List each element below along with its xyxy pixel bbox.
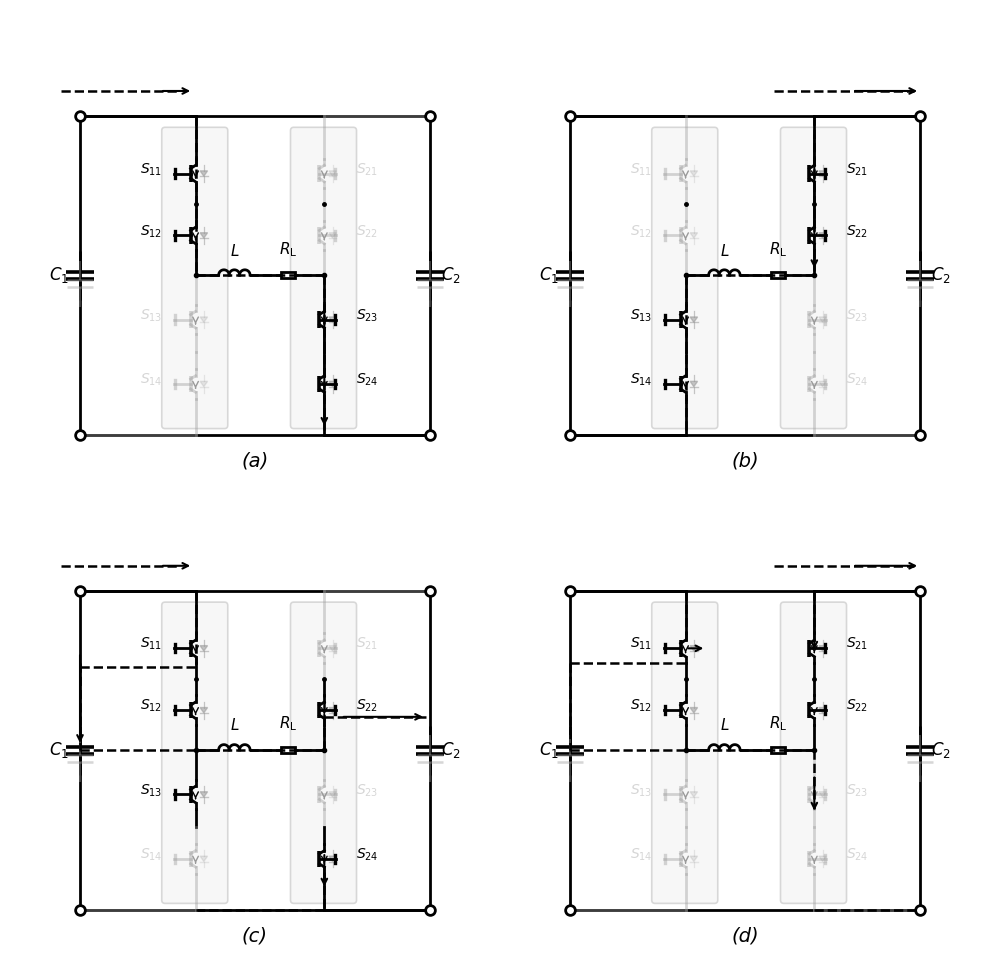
Text: (d): (d) xyxy=(731,926,759,946)
FancyBboxPatch shape xyxy=(780,602,847,903)
Text: $C_2$: $C_2$ xyxy=(931,266,951,286)
FancyBboxPatch shape xyxy=(652,602,718,903)
Text: $S_{11}$: $S_{11}$ xyxy=(630,636,652,652)
Text: $C_2$: $C_2$ xyxy=(931,740,951,761)
Polygon shape xyxy=(329,382,336,387)
Text: $C_1$: $C_1$ xyxy=(539,740,559,761)
Text: $S_{23}$: $S_{23}$ xyxy=(356,307,378,324)
Polygon shape xyxy=(200,792,208,797)
Text: $C_1$: $C_1$ xyxy=(539,266,559,286)
Text: $S_{24}$: $S_{24}$ xyxy=(356,372,379,388)
FancyBboxPatch shape xyxy=(780,127,847,428)
Bar xyxy=(771,272,785,278)
Text: $S_{14}$: $S_{14}$ xyxy=(140,372,162,388)
Text: $R_\mathrm{L}$: $R_\mathrm{L}$ xyxy=(769,715,787,734)
Text: $C_2$: $C_2$ xyxy=(441,740,461,761)
Text: $L$: $L$ xyxy=(230,242,239,259)
Text: $S_{21}$: $S_{21}$ xyxy=(356,636,378,652)
Text: $C_2$: $C_2$ xyxy=(441,266,461,286)
Polygon shape xyxy=(200,857,208,861)
Polygon shape xyxy=(329,171,336,176)
Text: $S_{22}$: $S_{22}$ xyxy=(356,223,378,239)
Bar xyxy=(281,747,295,753)
Polygon shape xyxy=(819,857,826,861)
Polygon shape xyxy=(329,707,336,713)
Polygon shape xyxy=(329,317,336,323)
FancyBboxPatch shape xyxy=(290,602,357,903)
Text: $S_{21}$: $S_{21}$ xyxy=(846,636,868,652)
Polygon shape xyxy=(819,792,826,797)
Polygon shape xyxy=(329,233,336,238)
Text: $S_{21}$: $S_{21}$ xyxy=(846,161,868,177)
Polygon shape xyxy=(819,645,826,651)
FancyBboxPatch shape xyxy=(162,127,228,428)
Text: $S_{13}$: $S_{13}$ xyxy=(630,307,652,324)
Text: $S_{11}$: $S_{11}$ xyxy=(140,161,162,177)
Polygon shape xyxy=(819,171,826,176)
Text: $S_{12}$: $S_{12}$ xyxy=(140,223,162,239)
Text: $S_{12}$: $S_{12}$ xyxy=(140,698,162,714)
Text: $S_{13}$: $S_{13}$ xyxy=(140,307,162,324)
Text: $S_{22}$: $S_{22}$ xyxy=(356,698,378,714)
Text: $L$: $L$ xyxy=(720,242,729,259)
FancyBboxPatch shape xyxy=(162,602,228,903)
Polygon shape xyxy=(200,645,208,651)
FancyBboxPatch shape xyxy=(290,127,357,428)
Polygon shape xyxy=(200,317,208,323)
Text: $S_{13}$: $S_{13}$ xyxy=(140,782,162,798)
Text: $S_{24}$: $S_{24}$ xyxy=(846,372,869,388)
Text: $S_{11}$: $S_{11}$ xyxy=(630,161,652,177)
Text: $S_{14}$: $S_{14}$ xyxy=(630,372,652,388)
Polygon shape xyxy=(329,645,336,651)
Polygon shape xyxy=(819,382,826,387)
Text: $R_\mathrm{L}$: $R_\mathrm{L}$ xyxy=(279,240,297,259)
Text: (a): (a) xyxy=(241,452,269,471)
FancyBboxPatch shape xyxy=(652,127,718,428)
Text: $C_1$: $C_1$ xyxy=(49,266,69,286)
Text: $S_{24}$: $S_{24}$ xyxy=(846,847,869,862)
Text: $S_{23}$: $S_{23}$ xyxy=(846,782,868,798)
Text: $C_1$: $C_1$ xyxy=(49,740,69,761)
Text: $S_{22}$: $S_{22}$ xyxy=(846,223,868,239)
Polygon shape xyxy=(200,382,208,387)
Polygon shape xyxy=(329,857,336,861)
Polygon shape xyxy=(329,792,336,797)
Polygon shape xyxy=(819,233,826,238)
Text: $S_{24}$: $S_{24}$ xyxy=(356,847,379,862)
Polygon shape xyxy=(819,707,826,713)
Polygon shape xyxy=(690,317,698,323)
Polygon shape xyxy=(690,857,698,861)
Polygon shape xyxy=(200,171,208,176)
Polygon shape xyxy=(690,707,698,713)
Polygon shape xyxy=(690,233,698,238)
Bar xyxy=(771,747,785,753)
Text: $S_{21}$: $S_{21}$ xyxy=(356,161,378,177)
Polygon shape xyxy=(690,171,698,176)
Text: (b): (b) xyxy=(731,452,759,471)
Text: $S_{14}$: $S_{14}$ xyxy=(140,847,162,862)
Text: $R_\mathrm{L}$: $R_\mathrm{L}$ xyxy=(769,240,787,259)
Polygon shape xyxy=(200,707,208,713)
Polygon shape xyxy=(819,317,826,323)
Text: $S_{12}$: $S_{12}$ xyxy=(630,223,652,239)
Text: $L$: $L$ xyxy=(230,717,239,734)
Text: $L$: $L$ xyxy=(720,717,729,734)
Text: (c): (c) xyxy=(242,926,268,946)
Text: $S_{12}$: $S_{12}$ xyxy=(630,698,652,714)
Polygon shape xyxy=(690,382,698,387)
Polygon shape xyxy=(690,792,698,797)
Text: $S_{11}$: $S_{11}$ xyxy=(140,636,162,652)
Polygon shape xyxy=(690,645,698,651)
Text: $S_{13}$: $S_{13}$ xyxy=(630,782,652,798)
Text: $S_{22}$: $S_{22}$ xyxy=(846,698,868,714)
Text: $S_{23}$: $S_{23}$ xyxy=(356,782,378,798)
Bar xyxy=(281,272,295,278)
Text: $R_\mathrm{L}$: $R_\mathrm{L}$ xyxy=(279,715,297,734)
Text: $S_{14}$: $S_{14}$ xyxy=(630,847,652,862)
Polygon shape xyxy=(200,233,208,238)
Text: $S_{23}$: $S_{23}$ xyxy=(846,307,868,324)
